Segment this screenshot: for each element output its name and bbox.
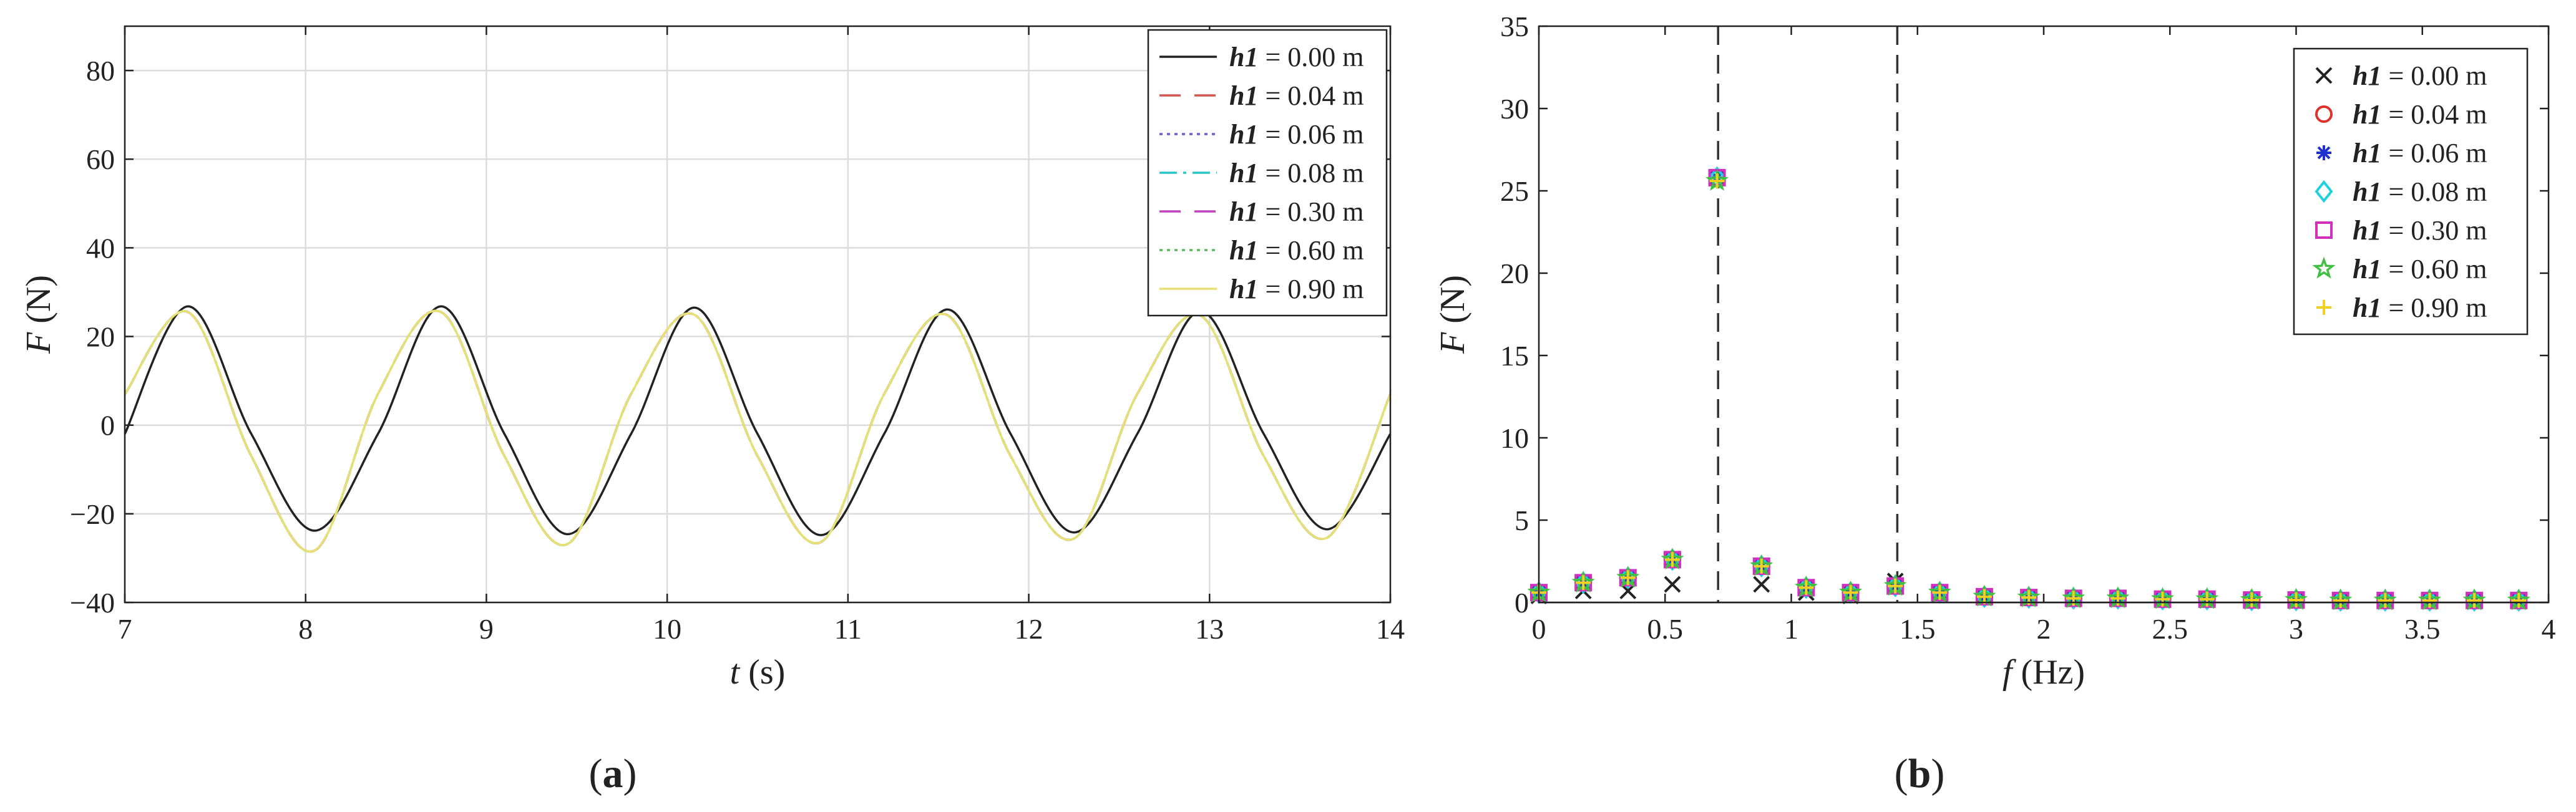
legend-entry: h1 = 0.00 m [2353,60,2487,91]
legend: h1 = 0.00 m h1 = 0.04 m h1 = 0.06 m h1 = 0.… [1147,29,1388,317]
legend-entry: h1 = 0.04 m [2353,99,2487,130]
legend-box [1147,29,1388,317]
y-tick-label: 35 [1500,11,1529,42]
data-point-s6-9 [1932,585,1948,601]
y-tick-label: 40 [86,232,115,264]
legend-marker-sample [2316,145,2331,160]
y-tick-label: 15 [1500,340,1529,372]
x-tick-label: 1.5 [1900,613,1936,645]
data-point-s6-14 [2155,591,2170,607]
x-tick-label: 12 [1015,613,1043,645]
legend-marker-sample [2315,67,2333,84]
data-point-s6-4 [1709,173,1725,189]
data-point-s6-3 [1664,552,1680,568]
x-tick-label: 9 [479,613,494,645]
legend-marker-sample [2315,180,2333,203]
x-axis-label: f (Hz) [2003,653,2085,692]
x-axis-label: t (s) [730,653,786,692]
y-tick-label: 20 [86,321,115,353]
legend-marker-sample [2316,300,2331,315]
legend: h1 = 0.00 m h1 = 0.04 m h1 = 0.06 m h1 = 0.… [2293,47,2529,336]
plot-frame [124,25,1392,604]
x-tick-label: 7 [118,613,132,645]
x-tick-label: 0.5 [1647,613,1684,645]
legend-entry: h1 = 0.08 m [1229,158,1364,188]
legend-marker-sample [2315,221,2333,239]
y-tick-label: 20 [1500,258,1529,289]
chart-a-time-series: 7 8 9 10 11 12 13 14 −40 −20 0 20 40 60 80 t (s) F (N) h1… [19,25,1405,692]
y-tick-label: 60 [86,143,115,175]
legend-entry: h1 = 0.30 m [2353,215,2487,246]
data-point-s6-13 [2110,591,2125,606]
data-point-s6-15 [2199,591,2215,607]
data-point-s6-5 [1754,558,1769,574]
y-tick-label: −20 [70,498,115,530]
data-point-s6-6 [1798,580,1814,596]
x-tick-label: 3 [2289,613,2303,645]
x-tick-label: 8 [298,613,313,645]
x-tick-label: 4 [2542,613,2556,645]
y-tick-label: 30 [1500,93,1529,125]
x-tick-label: 10 [653,613,681,645]
y-tick-label: 0 [1515,587,1529,619]
legend-entry: h1 = 0.04 m [1229,80,1364,111]
data-point-s0-3 [1664,576,1681,593]
y-tick-label: 10 [1500,422,1529,454]
panel-label-b: (b) [1895,751,1945,796]
y-axis-label: F (N) [19,275,58,354]
panel-label-a: (a) [589,751,637,796]
y-tick-label: 80 [86,55,115,87]
legend-marker-sample [2312,256,2336,279]
x-tick-label: 14 [1376,613,1405,645]
series-line-0 [124,305,1392,536]
data-point-s6-8 [1888,578,1903,594]
series-line-6 [124,309,1392,553]
data-point-s0-5 [1753,576,1770,593]
data-point-s6-18 [2333,592,2348,608]
data-point-s6-1 [1576,575,1591,591]
legend-entry: h1 = 0.90 m [1229,274,1364,304]
data-point-s6-19 [2378,592,2393,608]
y-axis-label: F (N) [1433,275,1472,354]
x-tick-label: 13 [1195,613,1224,645]
x-tick-label: 3.5 [2404,613,2441,645]
legend-entry: h1 = 0.30 m [1229,196,1364,227]
y-tick-label: 25 [1500,175,1529,207]
legend-marker-sample [2315,105,2333,123]
legend-entry: h1 = 0.60 m [1229,235,1364,266]
data-point-s6-22 [2511,592,2527,608]
data-point-s6-12 [2066,591,2081,606]
data-point-s6-16 [2244,592,2260,608]
data-point-s6-17 [2288,592,2304,608]
x-tick-label: 0 [1532,613,1546,645]
data-point-s6-2 [1620,570,1636,586]
legend-entry: h1 = 0.00 m [1229,42,1364,72]
chart-b-spectrum: 0 0.5 1 1.5 2 2.5 3 3.5 4 0 5 10 15 20 25 30 35 f (Hz) F (… [1433,11,2556,692]
legend-entry: h1 = 0.60 m [2353,254,2487,284]
x-tick-label: 2.5 [2152,613,2188,645]
data-point-s6-7 [1843,585,1858,601]
y-tick-label: 5 [1515,505,1529,536]
x-tick-label: 2 [2037,613,2051,645]
x-tick-label: 11 [834,613,862,645]
y-tick-label: 0 [100,410,115,442]
plot-frame [1538,25,2550,604]
legend-entry: h1 = 0.90 m [2353,292,2487,323]
data-point-s6-21 [2467,592,2482,608]
legend-entry: h1 = 0.06 m [2353,138,2487,168]
data-point-s6-20 [2422,592,2437,608]
legend-entry: h1 = 0.08 m [2353,176,2487,207]
legend-entry: h1 = 0.06 m [1229,119,1364,150]
x-tick-label: 1 [1784,613,1798,645]
y-tick-label: −40 [70,587,115,619]
